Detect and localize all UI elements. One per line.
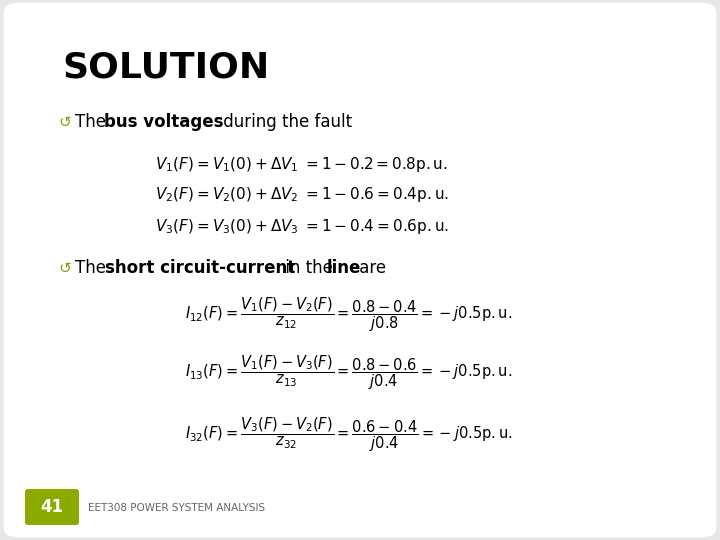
Text: ↺: ↺ bbox=[58, 260, 71, 275]
Text: SOLUTION: SOLUTION bbox=[62, 50, 269, 84]
Text: bus voltages: bus voltages bbox=[104, 113, 223, 131]
Text: are: are bbox=[354, 259, 386, 277]
Text: The: The bbox=[75, 113, 112, 131]
Text: line: line bbox=[327, 259, 361, 277]
Text: during the fault: during the fault bbox=[218, 113, 352, 131]
Text: EET308 POWER SYSTEM ANALYSIS: EET308 POWER SYSTEM ANALYSIS bbox=[88, 503, 265, 513]
Text: $I_{13}(F)=\dfrac{V_1(F)-V_3(F)}{z_{13}}=\dfrac{0.8-0.6}{j0.4}=-j0.5\mathrm{p.u.: $I_{13}(F)=\dfrac{V_1(F)-V_3(F)}{z_{13}}… bbox=[185, 354, 512, 392]
Text: short circuit-current: short circuit-current bbox=[105, 259, 295, 277]
Text: in the: in the bbox=[280, 259, 338, 277]
FancyBboxPatch shape bbox=[25, 489, 79, 525]
Text: $I_{12}(F)=\dfrac{V_1(F)-V_2(F)}{z_{12}}=\dfrac{0.8-0.4}{j0.8}=-j0.5\mathrm{p.u.: $I_{12}(F)=\dfrac{V_1(F)-V_2(F)}{z_{12}}… bbox=[185, 296, 512, 334]
Text: The: The bbox=[75, 259, 112, 277]
Text: $V_1(F)=V_1(0)+\Delta V_1\;=1-0.2=0.8\mathrm{p.u.}$: $V_1(F)=V_1(0)+\Delta V_1\;=1-0.2=0.8\ma… bbox=[155, 154, 448, 173]
Text: 41: 41 bbox=[40, 498, 63, 516]
Text: $V_3(F)=V_3(0)+\Delta V_3\;=1-0.4=0.6\mathrm{p.u.}$: $V_3(F)=V_3(0)+\Delta V_3\;=1-0.4=0.6\ma… bbox=[155, 217, 449, 235]
Text: $V_2(F)=V_2(0)+\Delta V_2\;=1-0.6=0.4\mathrm{p.u.}$: $V_2(F)=V_2(0)+\Delta V_2\;=1-0.6=0.4\ma… bbox=[155, 186, 449, 205]
Text: $I_{32}(F)=\dfrac{V_3(F)-V_2(F)}{z_{32}}=\dfrac{0.6-0.4}{j0.4}=-j0.5\mathrm{p.u.: $I_{32}(F)=\dfrac{V_3(F)-V_2(F)}{z_{32}}… bbox=[185, 416, 513, 454]
Text: ↺: ↺ bbox=[58, 114, 71, 130]
